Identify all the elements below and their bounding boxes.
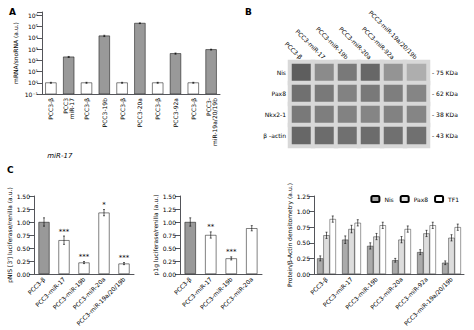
svg-text:PCC3: PCC3 [62, 98, 70, 114]
svg-text:0.25: 0.25 [297, 255, 311, 262]
svg-text:PCC3-miR-20a: PCC3-miR-20a [71, 275, 107, 311]
svg-text:1.00: 1.00 [163, 219, 177, 226]
svg-text:***: *** [59, 228, 70, 236]
svg-text:miR-19a/20/19b: miR-19a/20/19b [211, 98, 218, 146]
svg-text:PCC3-miR-19b: PCC3-miR-19b [51, 275, 87, 311]
svg-text:Pax8: Pax8 [272, 90, 287, 97]
svg-text:PCC3-19b: PCC3-19b [101, 98, 108, 128]
svg-text:PCC3-β: PCC3-β [47, 98, 55, 120]
svg-text:10⁰: 10⁰ [28, 79, 39, 86]
svg-text:C: C [7, 165, 14, 175]
svg-text:PCC3-miR-17: PCC3-miR-17 [294, 27, 327, 61]
svg-text:mRNA/snoRNA (a.u.): mRNA/snoRNA (a.u.) [12, 22, 19, 84]
svg-text:10²: 10² [28, 57, 39, 64]
svg-text:PCC3-miR-20a: PCC3-miR-20a [337, 25, 373, 61]
svg-text:B: B [245, 7, 252, 17]
svg-text:PCC3-miR-19b: PCC3-miR-19b [343, 275, 379, 311]
svg-text:1.00: 1.00 [297, 208, 311, 215]
svg-text:β -actin: β -actin [263, 132, 286, 140]
svg-text:0.00: 0.00 [297, 271, 311, 278]
svg-text:miR-17: miR-17 [68, 98, 75, 119]
svg-text:***: *** [226, 248, 237, 256]
svg-text:0.75: 0.75 [163, 232, 177, 239]
svg-text:Nkx2-1: Nkx2-1 [265, 111, 286, 118]
svg-text:1.50: 1.50 [163, 193, 177, 200]
svg-text:0.25: 0.25 [163, 258, 177, 265]
svg-text:PCC3-miR-20a: PCC3-miR-20a [368, 275, 404, 311]
svg-text:***: *** [119, 254, 130, 262]
svg-text:PCC3-miR-19a/20/19b: PCC3-miR-19a/20/19b [75, 275, 127, 327]
svg-text:- 43 KDa: - 43 KDa [432, 132, 458, 139]
svg-text:PCC3-miR-19b: PCC3-miR-19b [198, 275, 234, 311]
svg-text:Pax8: Pax8 [414, 196, 429, 203]
svg-text:0.75: 0.75 [297, 224, 311, 231]
svg-text:PCC3-: PCC3- [204, 98, 212, 116]
svg-text:1.50: 1.50 [17, 193, 31, 200]
svg-text:PCC3-β: PCC3-β [154, 98, 162, 120]
svg-text:- 62 KDa: - 62 KDa [432, 90, 458, 97]
svg-text:**: ** [207, 223, 215, 231]
svg-text:- 38 KDa: - 38 KDa [432, 111, 458, 118]
svg-text:PCC3-β: PCC3-β [83, 98, 91, 120]
svg-text:10⁶: 10⁶ [28, 12, 39, 19]
svg-text:1.25: 1.25 [163, 206, 177, 213]
svg-text:10⁻¹: 10⁻¹ [25, 91, 39, 98]
svg-text:0.50: 0.50 [163, 245, 177, 252]
svg-text:***: *** [79, 253, 90, 261]
svg-text:PCC3-β: PCC3-β [26, 275, 47, 296]
svg-text:PCC3-miR-17: PCC3-miR-17 [33, 275, 67, 309]
svg-text:p1g luciferase/renilla (a.u.): p1g luciferase/renilla (a.u.) [152, 195, 160, 276]
svg-text:pNIS [3'] luciferase/renilla (: pNIS [3'] luciferase/renilla (a.u.) [6, 187, 14, 282]
svg-text:PCC3-miR-92a: PCC3-miR-92a [393, 275, 429, 311]
svg-text:PCC3-β: PCC3-β [172, 275, 193, 296]
svg-text:PCC3-β: PCC3-β [309, 275, 330, 296]
svg-text:PCC3-miR-19b: PCC3-miR-19b [314, 25, 350, 61]
svg-text:TF1: TF1 [447, 196, 459, 203]
svg-text:0.00: 0.00 [163, 271, 177, 278]
svg-text:A: A [9, 7, 16, 17]
svg-text:PCC3-miR-19a/20/19b: PCC3-miR-19a/20/19b [367, 9, 419, 61]
svg-text:Protein/β-Actin densitometry (: Protein/β-Actin densitometry (a.u.) [286, 183, 294, 287]
svg-text:PCC3-miR-19a/20/19b: PCC3-miR-19a/20/19b [402, 275, 454, 327]
svg-text:PCC3-β: PCC3-β [283, 40, 304, 61]
svg-text:PCC3-miR-92a: PCC3-miR-92a [360, 25, 396, 61]
svg-text:1.00: 1.00 [17, 219, 31, 226]
svg-text:0.75: 0.75 [17, 232, 31, 239]
svg-text:10⁴: 10⁴ [28, 34, 39, 41]
svg-text:10⁵: 10⁵ [28, 23, 39, 30]
svg-text:PCC3-miR-17: PCC3-miR-17 [321, 275, 354, 309]
svg-text:PCC3-miR-17: PCC3-miR-17 [180, 275, 214, 309]
svg-text:0.25: 0.25 [17, 258, 31, 265]
svg-text:Nis: Nis [384, 196, 393, 203]
svg-text:PCC3-92a: PCC3-92a [172, 98, 179, 128]
svg-text:miR-17: miR-17 [47, 152, 73, 160]
svg-text:PCC3-20a: PCC3-20a [136, 98, 143, 128]
svg-text:PCC3-β: PCC3-β [119, 98, 127, 120]
svg-text:1.25: 1.25 [297, 193, 311, 200]
svg-text:- 75 KDa: - 75 KDa [432, 69, 458, 76]
svg-text:10¹: 10¹ [28, 68, 39, 75]
svg-text:1.25: 1.25 [17, 206, 31, 213]
svg-text:0.00: 0.00 [17, 271, 31, 278]
svg-text:PCC3-miR-20a: PCC3-miR-20a [219, 275, 254, 310]
svg-text:0.50: 0.50 [17, 245, 31, 252]
svg-text:0.50: 0.50 [297, 239, 311, 246]
svg-text:*: * [102, 201, 106, 209]
svg-text:10³: 10³ [28, 46, 39, 53]
svg-text:Nis: Nis [277, 69, 286, 76]
svg-text:PCC3-β: PCC3-β [190, 98, 198, 120]
